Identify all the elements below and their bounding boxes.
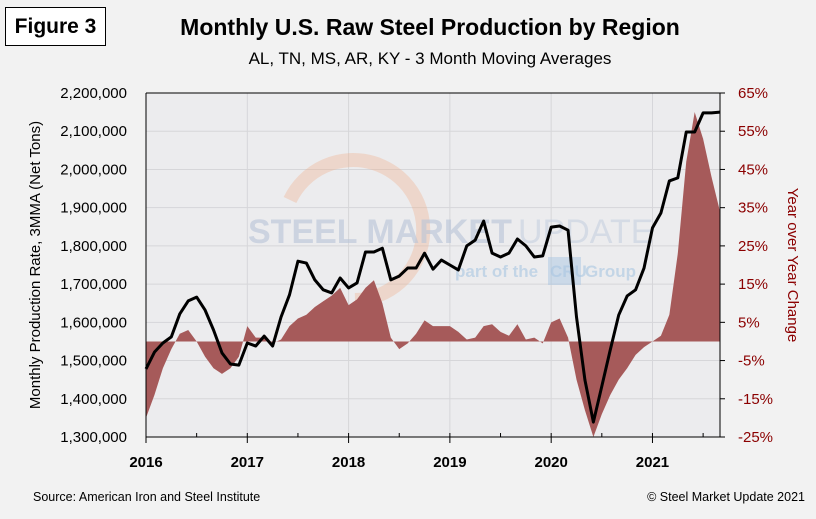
x-tick-label: 2019 <box>433 454 466 471</box>
axes <box>145 92 721 438</box>
watermark-tagline: part of the <box>455 262 538 281</box>
y-tick-label-right: -15% <box>738 391 773 408</box>
y-tick-label-left: 1,500,000 <box>60 353 127 370</box>
y-tick-label-left: 1,400,000 <box>60 391 127 408</box>
y-tick-label-left: 2,200,000 <box>60 85 127 102</box>
plot-area <box>146 93 720 437</box>
y-tick-label-right: 5% <box>738 314 760 331</box>
y-tick-label-left: 1,800,000 <box>60 238 127 255</box>
y-tick-label-right: 55% <box>738 123 768 140</box>
watermark-brand: STEEL MARKET <box>248 213 512 251</box>
y-tick-label-right: 15% <box>738 276 768 293</box>
y-tick-label-left: 1,700,000 <box>60 276 127 293</box>
y-axis-label-left: Monthly Production Rate, 3MMA (Net Tons) <box>27 121 44 409</box>
y-tick-label-right: -25% <box>738 429 773 446</box>
chart-title: Monthly U.S. Raw Steel Production by Reg… <box>180 14 680 40</box>
watermark-group: Group <box>585 262 636 281</box>
figure-label: Figure 3 <box>5 7 106 46</box>
yoy-area-series <box>146 112 720 437</box>
x-tick-label: 2021 <box>636 454 669 471</box>
y-tick-label-right: -5% <box>738 353 765 370</box>
watermark-brand-thin: UPDATE <box>518 213 653 251</box>
y-tick-label-left: 2,000,000 <box>60 161 127 178</box>
y-tick-label-right: 35% <box>738 200 768 217</box>
y-tick-label-right: 45% <box>738 161 768 178</box>
y-tick-label-left: 1,600,000 <box>60 314 127 331</box>
y-tick-label-right: 65% <box>738 85 768 102</box>
x-tick-label: 2018 <box>332 454 365 471</box>
watermark-cru-badge <box>548 257 581 285</box>
y-tick-label-right: 25% <box>738 238 768 255</box>
y-tick-label-left: 1,300,000 <box>60 429 127 446</box>
source-note: Source: American Iron and Steel Institut… <box>33 490 261 504</box>
y-axis-label-right: Year over Year Change <box>784 188 801 343</box>
watermark-swoosh <box>283 153 431 307</box>
y-tick-label-left: 2,100,000 <box>60 123 127 140</box>
chart-subtitle: AL, TN, MS, AR, KY - 3 Month Moving Aver… <box>248 49 612 68</box>
x-tick-label: 2016 <box>129 454 162 471</box>
copyright-note: © Steel Market Update 2021 <box>647 490 805 504</box>
x-tick-label: 2020 <box>534 454 567 471</box>
x-tick-label: 2017 <box>231 454 264 471</box>
watermark-cru-text: CRU <box>550 262 587 281</box>
y-tick-label-left: 1,900,000 <box>60 200 127 217</box>
